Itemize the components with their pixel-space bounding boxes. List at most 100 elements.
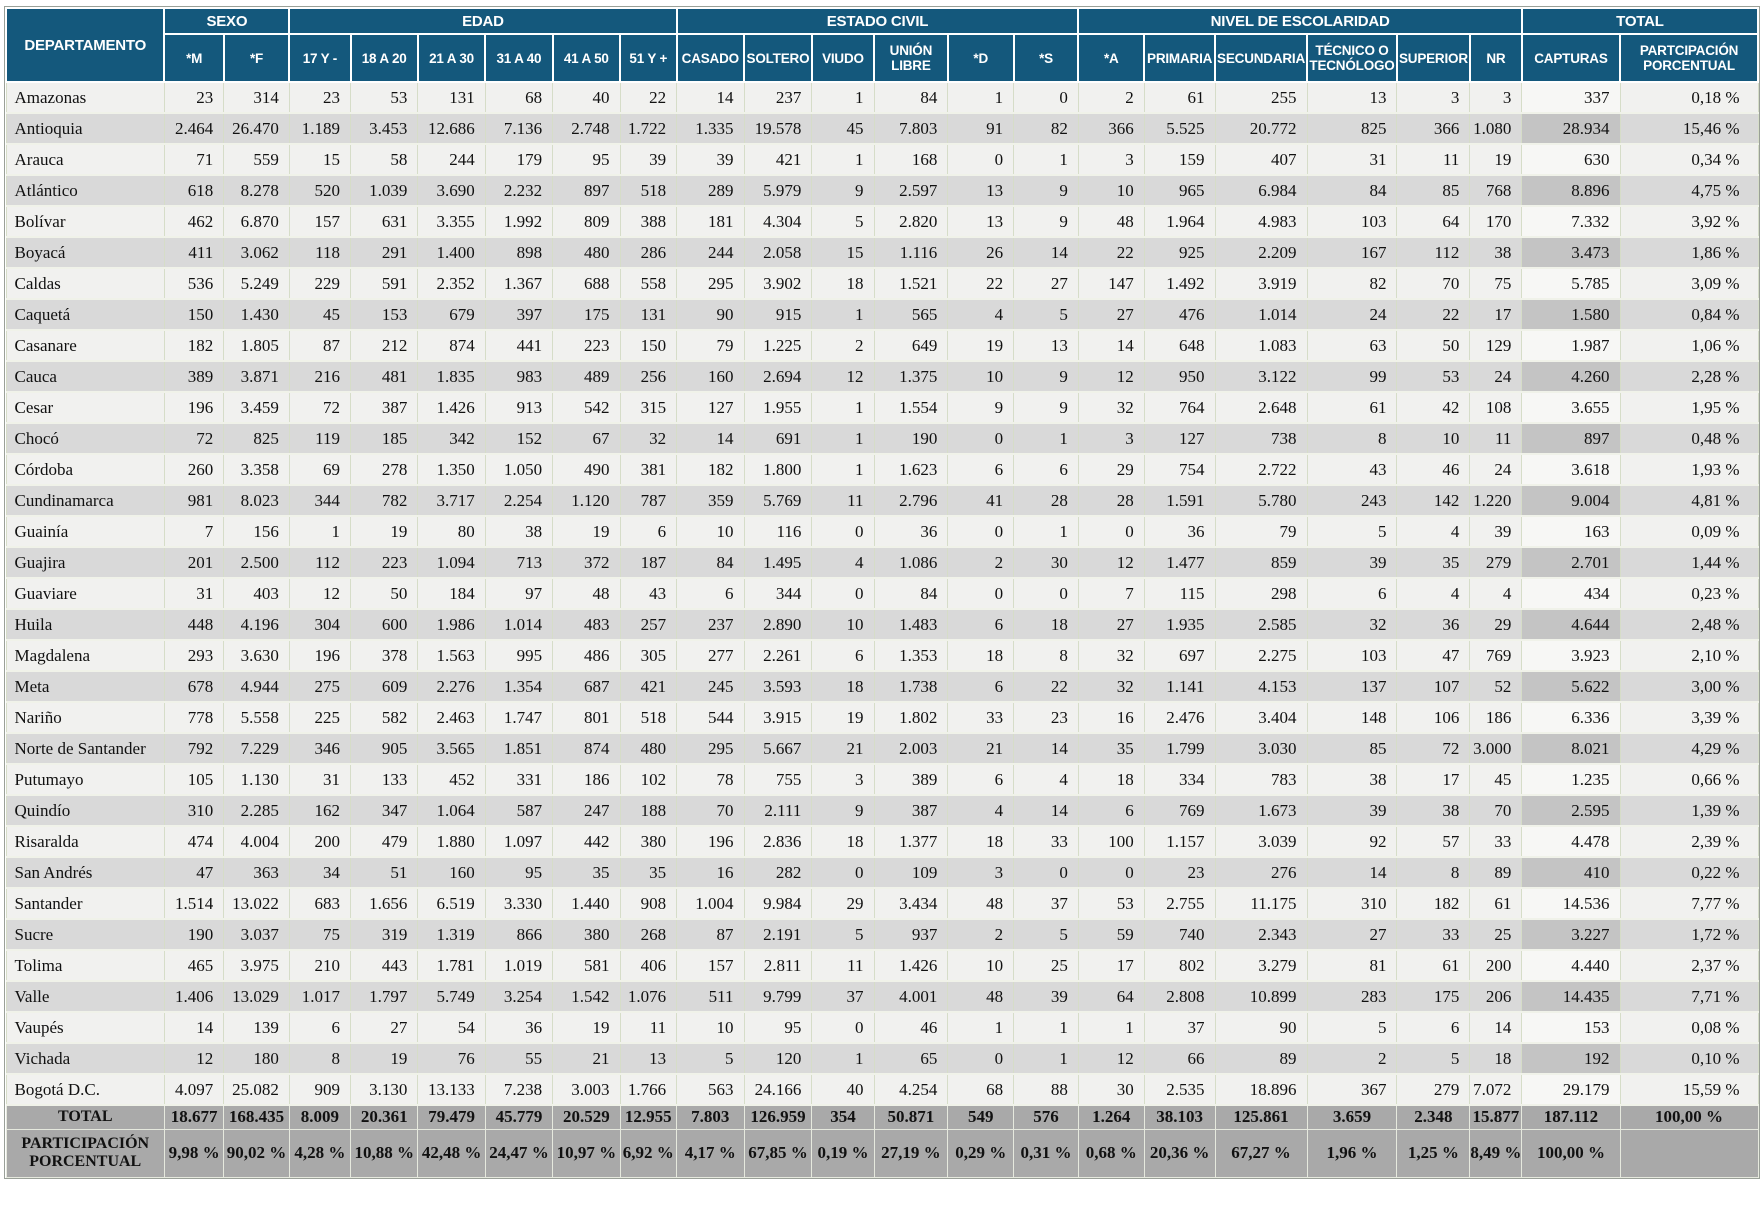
cell-a: 32	[1077, 671, 1145, 703]
cell-soltero: 2.111	[743, 795, 813, 827]
cell-nr: 206	[1469, 981, 1523, 1013]
cell-d: 6	[947, 764, 1015, 796]
cell-nr: 19	[1469, 144, 1523, 176]
cell-casado: 70	[676, 795, 745, 827]
cell-capturas: 187.112	[1521, 1104, 1621, 1130]
cell-31-a-40: 7.136	[484, 113, 554, 145]
cell-soltero: 3.902	[743, 268, 813, 300]
cell-18-a-20: 347	[349, 795, 419, 827]
cell-18-a-20: 443	[349, 950, 419, 982]
cell-viudo: 1	[811, 144, 875, 176]
cell-superior: 5	[1396, 1043, 1471, 1075]
cell-31-a-40: 441	[484, 330, 554, 362]
cell-s: 14	[1013, 733, 1079, 765]
cell-tecnico-o-tecnologo: 61	[1306, 392, 1398, 424]
cell-partcipacion-porcentual: 0,84 %	[1619, 299, 1759, 331]
cell-capturas: 192	[1521, 1043, 1621, 1075]
cell-partcipacion-porcentual: 4,75 %	[1619, 175, 1759, 207]
column-group-estado-civil: ESTADO CIVIL	[675, 7, 1080, 35]
cell-soltero: 120	[743, 1043, 813, 1075]
cell-41-a-50: 483	[552, 609, 621, 641]
cell-18-a-20: 51	[349, 857, 419, 889]
cell-a: 100	[1077, 826, 1145, 858]
cell-31-a-40: 898	[484, 237, 554, 269]
cell-partcipacion-porcentual: 4,81 %	[1619, 485, 1759, 517]
cell-union-libre: 1.375	[873, 361, 949, 393]
cell-d: 6	[947, 609, 1015, 641]
cell-17-y: 275	[288, 671, 352, 703]
row-label: Quindío	[5, 795, 165, 827]
cell-31-a-40: 331	[484, 764, 554, 796]
cell-secundaria: 2.722	[1214, 454, 1308, 486]
cell-superior: 6	[1396, 1012, 1471, 1044]
cell-superior: 8	[1396, 857, 1471, 889]
cell-primaria: 2.476	[1143, 702, 1216, 734]
cell-secundaria: 5.780	[1214, 485, 1308, 517]
cell-f: 3.975	[223, 950, 290, 982]
cell-primaria: 115	[1143, 578, 1216, 610]
cell-17-y: 344	[288, 485, 352, 517]
table-row: Cauca 389 3.871 216 481 1.835 983 489 256 160 2.69…	[5, 361, 1759, 393]
cell-17-y: 112	[288, 547, 352, 579]
cell-21-a-30: 1.835	[417, 361, 486, 393]
cell-m: 190	[163, 919, 225, 951]
cell-21-a-30: 79.479	[417, 1104, 486, 1130]
cell-d: 33	[947, 702, 1015, 734]
column-header-m: *M	[163, 33, 225, 83]
cell-s: 8	[1013, 640, 1079, 672]
cell-soltero: 5.979	[743, 175, 813, 207]
cell-tecnico-o-tecnologo: 8	[1306, 423, 1398, 455]
cell-18-a-20: 10,88 %	[349, 1128, 419, 1178]
cell-18-a-20: 19	[349, 1043, 419, 1075]
cell-f: 8.278	[223, 175, 290, 207]
header-group-row: DEPARTAMENTO SEXO EDAD ESTADO CIVIL NIVEL D…	[4, 7, 1760, 83]
cell-viudo: 0	[811, 1012, 875, 1044]
cell-f: 403	[223, 578, 290, 610]
cell-s: 1	[1013, 1012, 1079, 1044]
cell-nr: 3	[1469, 82, 1523, 114]
cell-primaria: 950	[1143, 361, 1216, 393]
cell-tecnico-o-tecnologo: 32	[1306, 609, 1398, 641]
cell-m: 7	[163, 516, 225, 548]
cell-secundaria: 2.648	[1214, 392, 1308, 424]
cell-m: 72	[163, 423, 225, 455]
row-label: Cesar	[5, 392, 165, 424]
cell-primaria: 61	[1143, 82, 1216, 114]
cell-31-a-40: 1.019	[484, 950, 554, 982]
cell-17-y: 72	[288, 392, 352, 424]
cell-17-y: 45	[288, 299, 352, 331]
cell-union-libre: 190	[873, 423, 949, 455]
cell-primaria: 2.755	[1143, 888, 1216, 920]
cell-capturas: 1.987	[1521, 330, 1621, 362]
cell-s: 0	[1013, 82, 1079, 114]
cell-s: 23	[1013, 702, 1079, 734]
cell-21-a-30: 874	[417, 330, 486, 362]
cell-f: 168.435	[223, 1104, 290, 1130]
cell-union-libre: 649	[873, 330, 949, 362]
cell-d: 0,29 %	[947, 1128, 1015, 1178]
cell-d: 2	[947, 547, 1015, 579]
cell-s: 39	[1013, 981, 1079, 1013]
cell-viudo: 1	[811, 1043, 875, 1075]
cell-union-libre: 4.001	[873, 981, 949, 1013]
cell-d: 0	[947, 578, 1015, 610]
cell-f: 3.630	[223, 640, 290, 672]
cell-17-y: 225	[288, 702, 352, 734]
cell-41-a-50: 247	[552, 795, 621, 827]
cell-31-a-40: 397	[484, 299, 554, 331]
cell-a: 17	[1077, 950, 1145, 982]
cell-s: 1	[1013, 1043, 1079, 1075]
cell-41-a-50: 490	[552, 454, 621, 486]
cell-21-a-30: 3.690	[417, 175, 486, 207]
column-header-18-a-20: 18 A 20	[349, 33, 419, 83]
cell-17-y: 1.189	[288, 113, 352, 145]
cell-21-a-30: 3.565	[417, 733, 486, 765]
cell-41-a-50: 20.529	[552, 1104, 621, 1130]
cell-casado: 359	[676, 485, 745, 517]
cell-superior: 112	[1396, 237, 1471, 269]
cell-tecnico-o-tecnologo: 24	[1306, 299, 1398, 331]
cell-nr: 39	[1469, 516, 1523, 548]
cell-secundaria: 4.983	[1214, 206, 1308, 238]
cell-partcipacion-porcentual: 2,10 %	[1619, 640, 1759, 672]
cell-superior: 61	[1396, 950, 1471, 982]
